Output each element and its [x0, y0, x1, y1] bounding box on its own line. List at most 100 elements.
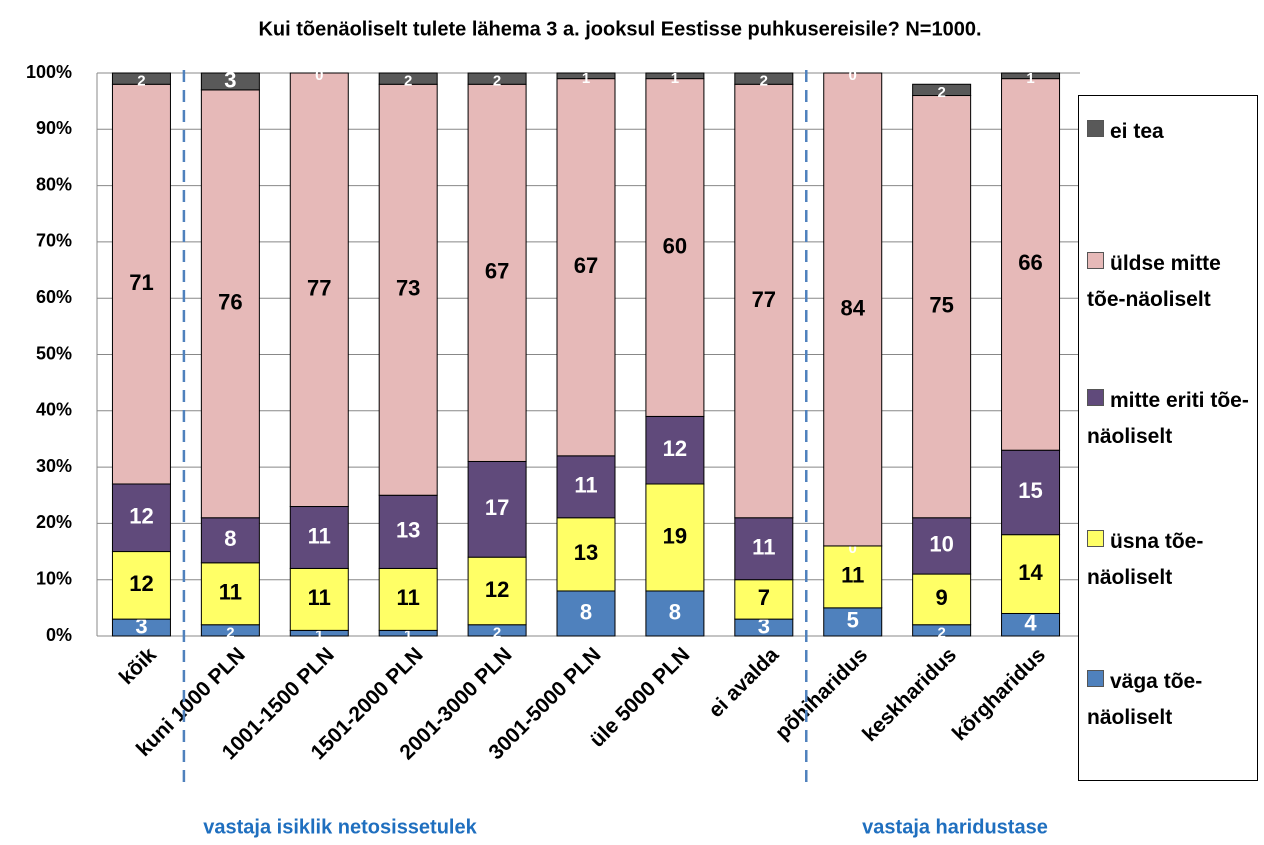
bar-segment	[645, 72, 705, 80]
data-label: 3	[135, 613, 147, 638]
bar-segment	[111, 551, 171, 620]
group-label: vastaja haridustase	[862, 816, 1048, 838]
bar-segment	[111, 83, 171, 485]
legend-label: mitte eriti tõe-näoliselt	[1087, 389, 1249, 448]
data-label: 0	[849, 540, 857, 557]
bar-segment	[200, 89, 260, 519]
y-tick-label: 90%	[36, 118, 72, 138]
legend-item: väga tõe-näoliselt	[1087, 664, 1255, 736]
bar-segment	[289, 567, 349, 631]
legend-item: üldse mitte tõe-näoliselt	[1087, 246, 1255, 318]
data-label: 1	[315, 627, 323, 644]
bar-segment	[645, 590, 705, 637]
bar-segment	[467, 556, 527, 626]
x-tick-label: ei avalda	[704, 643, 783, 722]
bar-segment	[1001, 78, 1061, 451]
x-tick-label: põhiharidus	[771, 643, 872, 744]
data-label: 67	[485, 259, 509, 284]
bar-segment	[111, 483, 171, 553]
data-label: 73	[396, 276, 420, 301]
data-label: 66	[1018, 250, 1042, 275]
bar-segment	[556, 455, 616, 519]
bar-segment	[823, 72, 883, 547]
legend: ei tea üldse mitte tõe-näoliselt mitte eri…	[1078, 95, 1258, 781]
bar-segment	[200, 72, 260, 91]
data-label: 12	[129, 504, 153, 529]
data-label: 8	[669, 599, 681, 624]
data-label: 9	[936, 585, 948, 610]
bar-segment	[645, 483, 705, 592]
data-label: 10	[929, 532, 953, 557]
data-label: 2	[137, 73, 145, 90]
bar-segment	[556, 72, 616, 80]
bar-segment	[1001, 72, 1061, 80]
data-label: 1	[1026, 70, 1034, 87]
data-label: 71	[129, 270, 153, 295]
data-label: 2	[493, 73, 501, 90]
y-tick-label: 20%	[36, 512, 72, 532]
bar-segment	[378, 83, 438, 496]
data-label: 11	[219, 580, 242, 605]
data-label: 1	[671, 70, 679, 87]
data-label: 60	[663, 233, 687, 258]
legend-item: üsna tõe-näoliselt	[1087, 524, 1255, 596]
legend-swatch	[1087, 389, 1104, 406]
data-label: 12	[129, 571, 153, 596]
group-label: vastaja isiklik netosissetulek	[203, 816, 477, 838]
chart-title: Kui tõenäoliselt tulete lähema 3 a. jook…	[258, 18, 981, 40]
data-label: 5	[847, 608, 859, 633]
data-label: 12	[485, 577, 509, 602]
y-tick-label: 80%	[36, 174, 72, 194]
x-tick-label: kõik	[115, 643, 161, 689]
bar-segment	[912, 83, 972, 97]
y-tick-label: 50%	[36, 343, 72, 363]
data-label: 11	[841, 563, 864, 588]
legend-swatch	[1087, 670, 1104, 687]
bar-segment	[200, 562, 260, 626]
data-label: 0	[315, 67, 323, 84]
bar-segment	[556, 517, 616, 592]
x-tick-label: kõrgharidus	[948, 643, 1050, 745]
x-tick-label: keskharidus	[858, 643, 961, 746]
data-label: 2	[493, 624, 501, 641]
bar-segment	[378, 567, 438, 631]
data-label: 7	[758, 585, 770, 610]
y-tick-label: 30%	[36, 456, 72, 476]
bar-segment	[467, 83, 527, 462]
data-label: 67	[574, 253, 598, 278]
data-label: 1	[404, 627, 412, 644]
legend-label: üsna tõe-näoliselt	[1087, 530, 1204, 589]
data-label: 19	[663, 523, 687, 548]
bar-segment	[734, 72, 794, 85]
data-label: 0	[849, 67, 857, 84]
data-label: 11	[308, 585, 331, 610]
legend-label: üldse mitte tõe-näoliselt	[1087, 252, 1221, 311]
legend-item: mitte eriti tõe-näoliselt	[1087, 383, 1255, 455]
data-label: 4	[1024, 611, 1037, 636]
y-tick-label: 100%	[26, 62, 72, 82]
bar-segment	[912, 95, 972, 519]
data-label: 1	[582, 70, 590, 87]
data-label: 2	[760, 73, 768, 90]
data-label: 2	[404, 73, 412, 90]
bar-segment	[378, 72, 438, 85]
data-label: 11	[574, 473, 597, 498]
bar-segment	[467, 460, 527, 558]
data-label: 84	[840, 295, 865, 320]
data-label: 3	[758, 613, 770, 638]
bar-segment	[200, 517, 260, 564]
y-tick-label: 40%	[36, 400, 72, 420]
data-label: 3	[224, 67, 236, 92]
y-tick-label: 10%	[36, 568, 72, 588]
bar-segment	[467, 72, 527, 85]
data-label: 8	[580, 599, 592, 624]
data-label: 13	[574, 540, 598, 565]
data-label: 2	[226, 624, 234, 641]
data-label: 76	[218, 290, 242, 315]
data-label: 13	[396, 518, 420, 543]
data-label: 2	[937, 624, 945, 641]
bar-segment	[556, 78, 616, 457]
legend-label: väga tõe-näoliselt	[1087, 670, 1203, 729]
